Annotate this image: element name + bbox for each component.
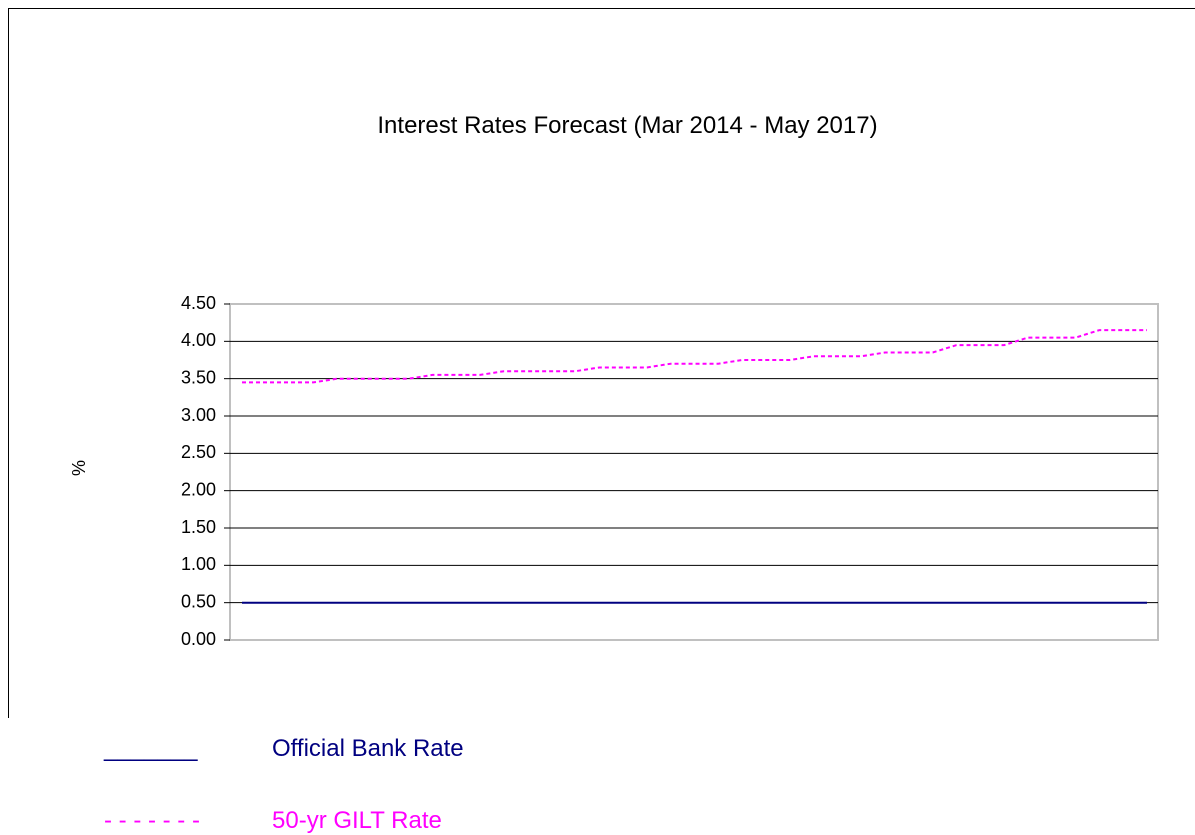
y-tick-label: 1.00 xyxy=(181,554,216,574)
y-tick-label: 0.00 xyxy=(181,629,216,649)
y-tick-label: 2.50 xyxy=(181,442,216,462)
y-tick-label: 3.00 xyxy=(181,405,216,425)
tick-layer: 0.00 0.50 1.00 1.50 2.00 2.50 3.00 3.50 4.00 4.50 xyxy=(181,293,230,649)
grid-layer xyxy=(230,304,1158,640)
legend-symbol-bank: _______ xyxy=(104,735,197,763)
y-tick-label: 4.00 xyxy=(181,330,216,350)
series-line-50-yr-gilt-rate xyxy=(242,330,1147,382)
y-tick-label: 3.50 xyxy=(181,367,216,387)
y-axis-label: % xyxy=(69,460,89,476)
legend-label-gilt: 50-yr GILT Rate xyxy=(272,807,442,835)
y-tick-label: 1.50 xyxy=(181,517,216,537)
series-layer xyxy=(242,330,1147,603)
legend-label-bank: Official Bank Rate xyxy=(272,735,464,763)
legend-symbol-gilt: - - - - - - - xyxy=(104,807,200,835)
plot-border xyxy=(230,304,1158,640)
y-tick-label: 0.50 xyxy=(181,591,216,611)
y-tick-label: 4.50 xyxy=(181,293,216,313)
y-tick-label: 2.00 xyxy=(181,479,216,499)
